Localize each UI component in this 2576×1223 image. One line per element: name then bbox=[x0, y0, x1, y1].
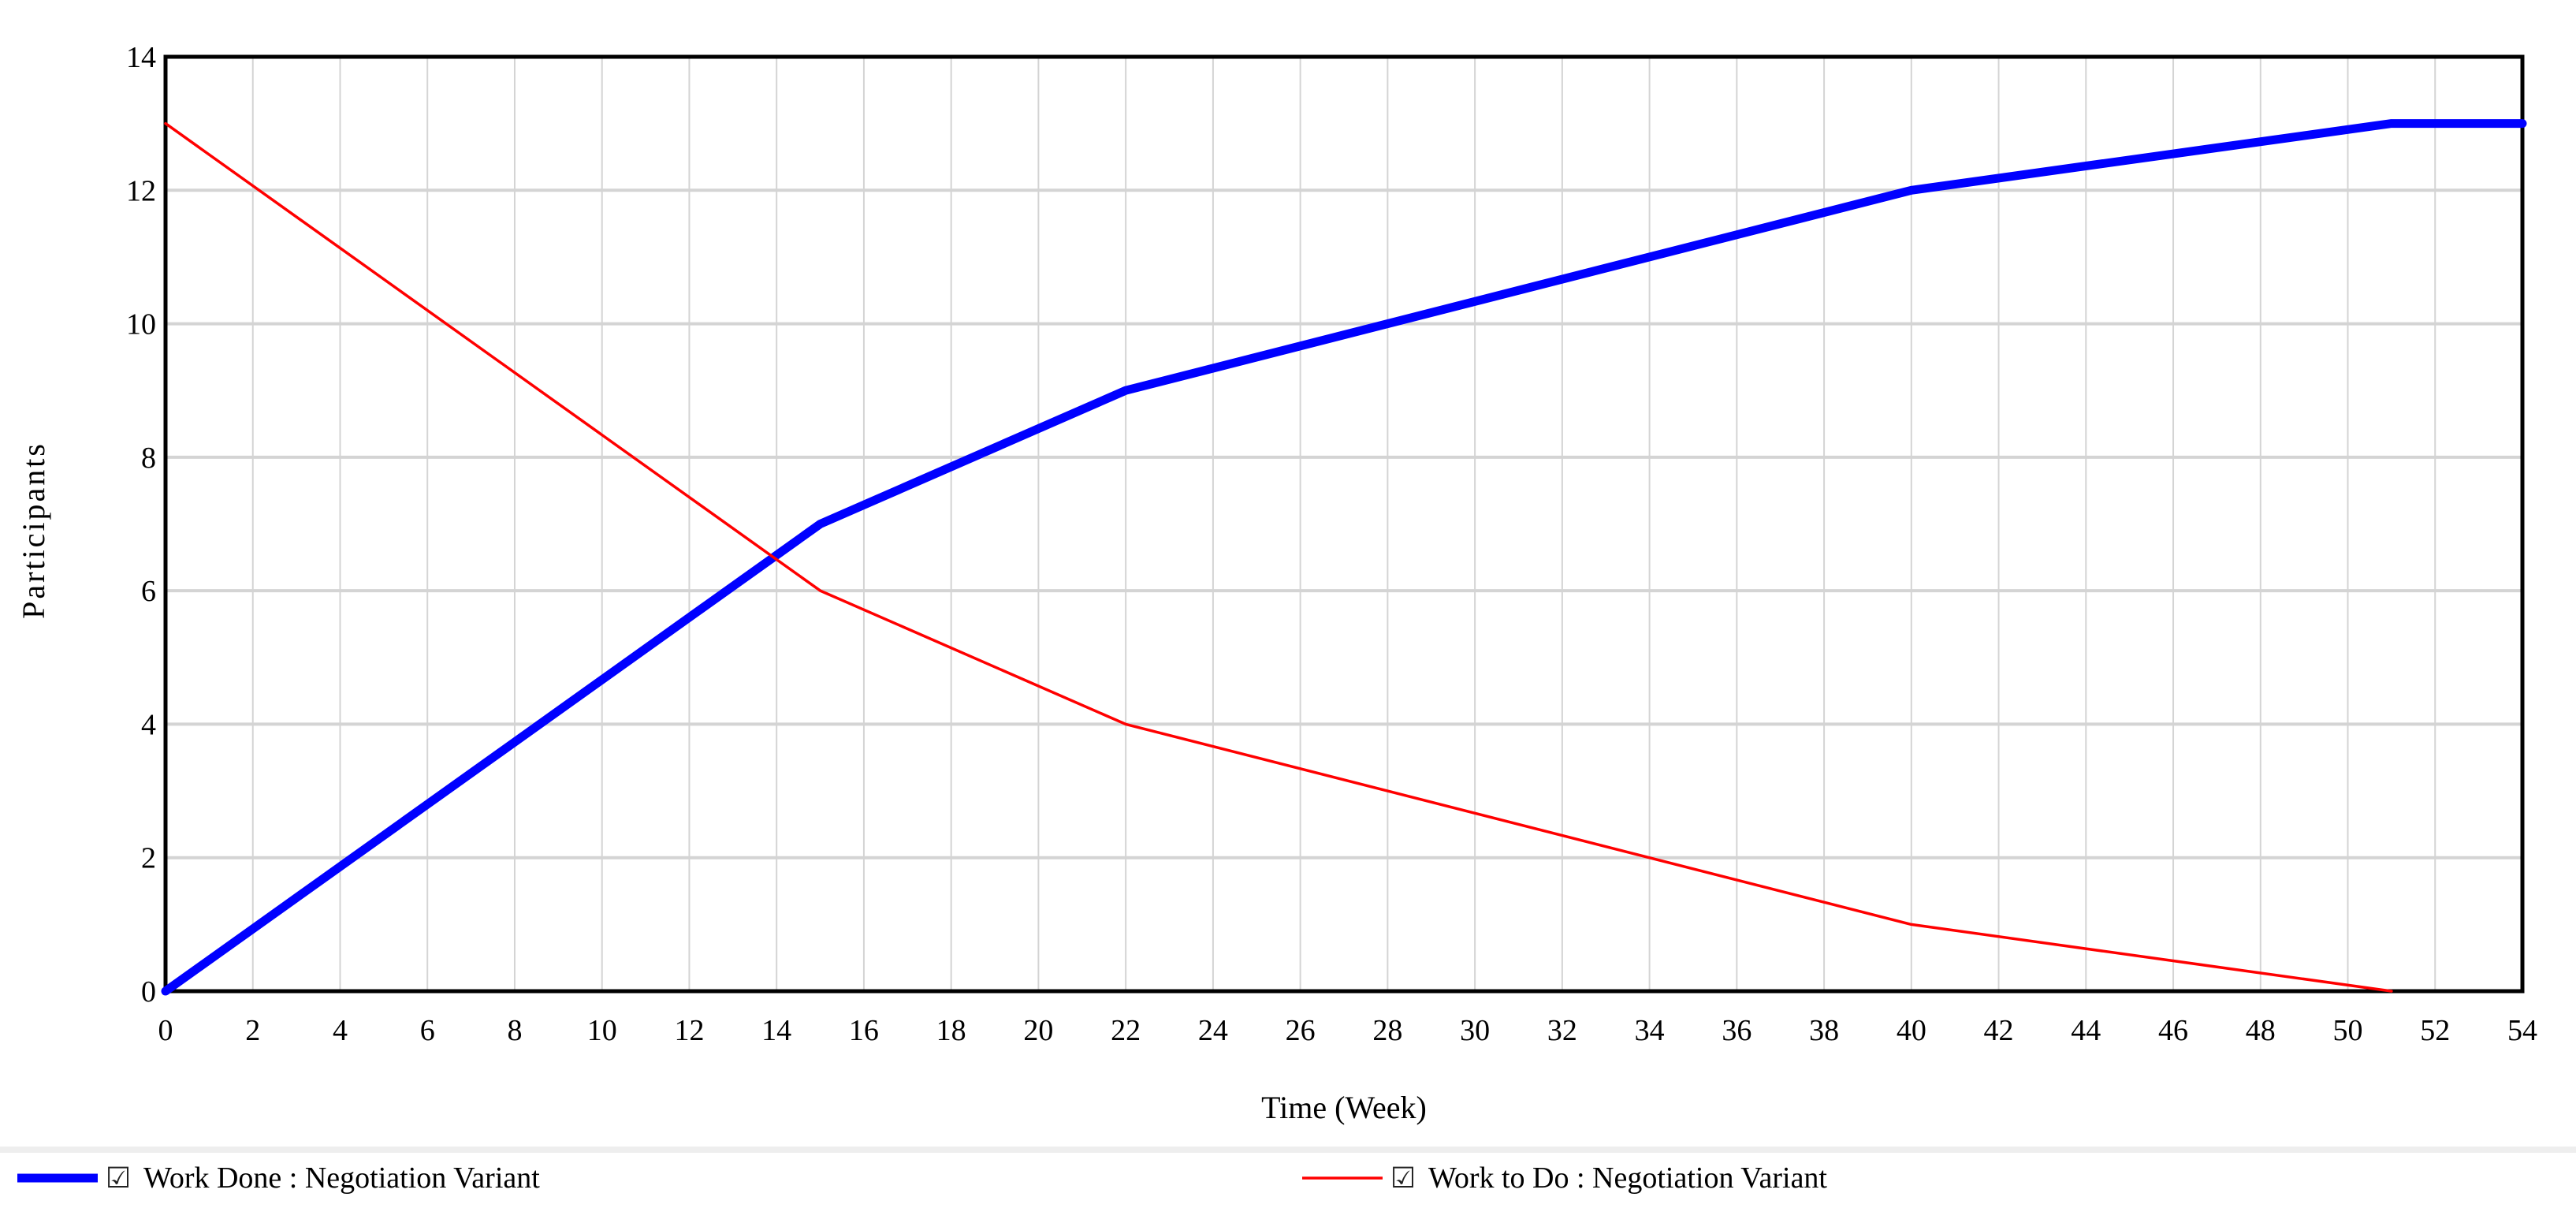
legend-label: Work Done : Negotiation Variant bbox=[143, 1161, 540, 1195]
y-tick-label: 10 bbox=[126, 308, 156, 341]
x-tick-label: 30 bbox=[1460, 1014, 1490, 1047]
x-tick-label: 10 bbox=[587, 1014, 617, 1047]
x-tick-label: 34 bbox=[1635, 1014, 1665, 1047]
x-tick-label: 22 bbox=[1111, 1014, 1141, 1047]
legend: ☑ Work Done : Negotiation Variant ☑ Work to… bbox=[17, 1161, 1827, 1195]
x-tick-label: 38 bbox=[1809, 1014, 1839, 1047]
y-tick-label: 12 bbox=[126, 174, 156, 207]
series-line-1 bbox=[161, 119, 2527, 996]
x-tick-label: 18 bbox=[936, 1014, 966, 1047]
y-axis-title: Participants bbox=[16, 442, 51, 619]
x-axis-title: Time (Week) bbox=[1261, 1090, 1427, 1125]
y-tick-label: 0 bbox=[141, 975, 156, 1009]
legend-background bbox=[0, 1145, 2576, 1223]
x-tick-label: 32 bbox=[1547, 1014, 1577, 1047]
legend-checkbox-icon[interactable]: ☑ bbox=[1390, 1162, 1416, 1195]
x-tick-label: 26 bbox=[1286, 1014, 1316, 1047]
x-tick-label: 8 bbox=[507, 1014, 522, 1047]
x-tick-label: 46 bbox=[2158, 1014, 2188, 1047]
legend-item-1[interactable]: ☑ Work Done : Negotiation Variant bbox=[17, 1161, 540, 1195]
x-tick-label: 40 bbox=[1897, 1014, 1926, 1047]
series-line-2 bbox=[164, 121, 2393, 993]
x-tick-label: 24 bbox=[1198, 1014, 1228, 1047]
x-tick-label: 48 bbox=[2246, 1014, 2276, 1047]
y-tick-label: 2 bbox=[141, 842, 156, 875]
x-tick-label: 42 bbox=[1984, 1014, 2014, 1047]
x-axis-ticks: 0 2 4 6 8 10 12 14 16 18 20 22 24 26 28 30 32 34 36 38 40 42 4… bbox=[158, 1014, 2538, 1047]
x-tick-label: 52 bbox=[2420, 1014, 2450, 1047]
series-layer bbox=[161, 119, 2527, 996]
x-tick-label: 4 bbox=[333, 1014, 348, 1047]
x-tick-label: 54 bbox=[2507, 1014, 2537, 1047]
x-tick-label: 12 bbox=[674, 1014, 704, 1047]
x-tick-label: 6 bbox=[420, 1014, 435, 1047]
grid-lines bbox=[166, 57, 2522, 991]
y-axis-ticks: 0 2 4 6 8 10 12 14 bbox=[126, 41, 156, 1009]
legend-label: Work to Do : Negotiation Variant bbox=[1428, 1161, 1827, 1195]
x-tick-label: 44 bbox=[2071, 1014, 2101, 1047]
plot-frame bbox=[163, 54, 2525, 994]
x-tick-label: 36 bbox=[1722, 1014, 1751, 1047]
legend-checkbox-icon[interactable]: ☑ bbox=[106, 1162, 131, 1195]
x-tick-label: 16 bbox=[849, 1014, 879, 1047]
y-tick-label: 4 bbox=[141, 708, 156, 741]
x-tick-label: 2 bbox=[245, 1014, 260, 1047]
x-tick-label: 0 bbox=[158, 1014, 173, 1047]
x-tick-label: 50 bbox=[2333, 1014, 2363, 1047]
y-tick-label: 6 bbox=[141, 575, 156, 608]
x-tick-label: 28 bbox=[1372, 1014, 1402, 1047]
legend-item-2[interactable]: ☑ Work to Do : Negotiation Variant bbox=[1302, 1161, 1827, 1195]
x-tick-label: 20 bbox=[1023, 1014, 1053, 1047]
y-tick-label: 8 bbox=[141, 442, 156, 475]
x-tick-label: 14 bbox=[761, 1014, 791, 1047]
y-tick-label: 14 bbox=[126, 41, 156, 74]
